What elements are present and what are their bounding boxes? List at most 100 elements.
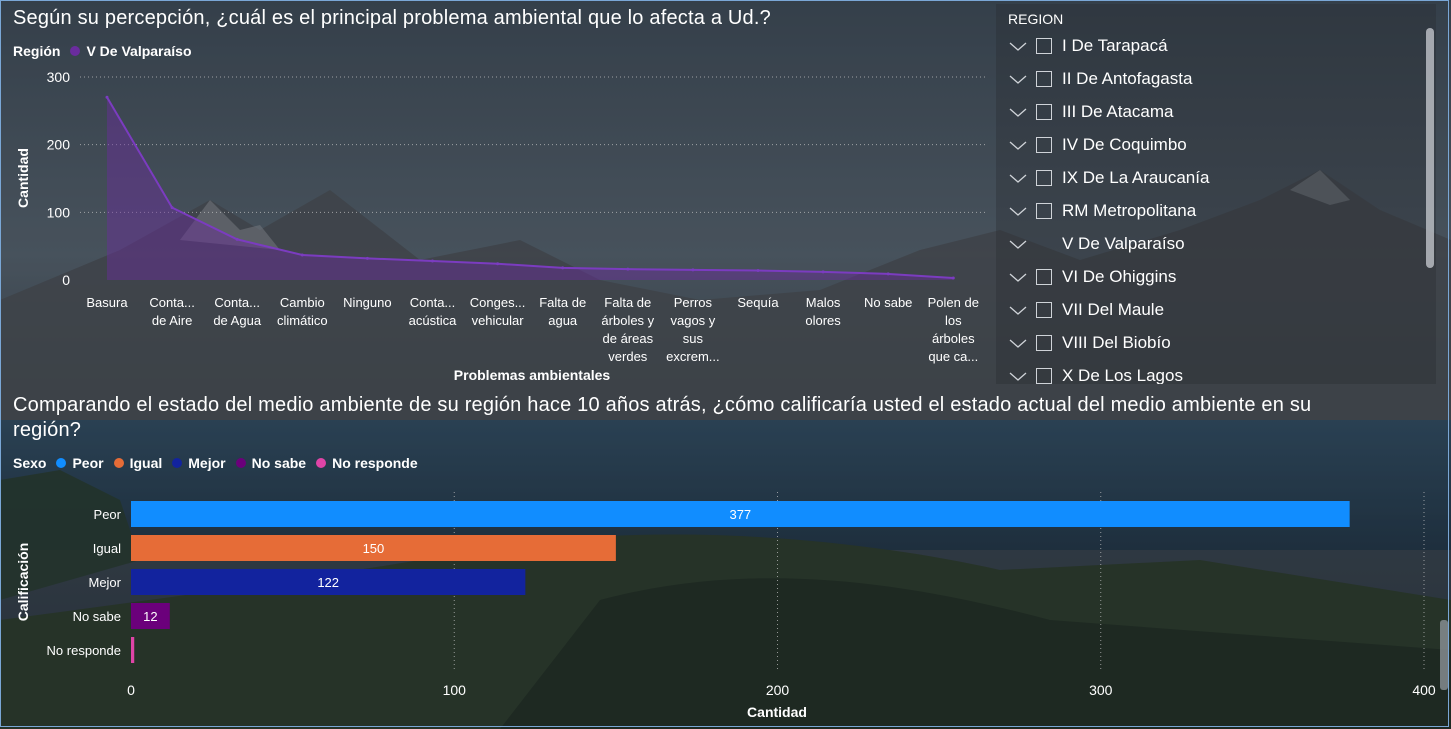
bar-chart-title-line2: región? <box>13 419 82 441</box>
slicer-item[interactable]: X De Los Lagos <box>1008 362 1183 384</box>
slicer-item-label: VII Del Maule <box>1062 300 1165 319</box>
chevron-down-icon[interactable] <box>1008 105 1028 119</box>
x-tick-label: Falta de árboles y de áreas verdes <box>601 295 654 364</box>
legend-title: Región <box>13 43 61 59</box>
checkbox[interactable] <box>1036 137 1052 153</box>
checkbox[interactable] <box>1036 236 1052 252</box>
slicer-item-label: VIII Del Biobío <box>1062 333 1171 352</box>
legend-title: Sexo <box>13 455 47 471</box>
slicer-item[interactable]: VIII Del Biobío <box>1008 329 1171 357</box>
data-point <box>691 268 695 272</box>
legend-dot-icon <box>70 46 81 56</box>
area-chart[interactable]: 0 100 200 300 Basura Conta... de Aire Conta... d… <box>0 0 995 390</box>
checkbox[interactable] <box>1036 38 1052 54</box>
slicer-item-label: I De Tarapacá <box>1062 36 1168 55</box>
data-point <box>886 272 890 276</box>
legend-item-no-responde[interactable]: No responde <box>332 455 418 471</box>
slicer-item-label: IX De La Araucanía <box>1062 168 1210 187</box>
region-slicer: REGION I De Tarapacá II De Antofagasta III… <box>996 4 1436 384</box>
chevron-down-icon[interactable] <box>1008 336 1028 350</box>
page-scrollbar[interactable] <box>1440 620 1448 690</box>
x-tick-label: Malos olores <box>805 295 841 328</box>
x-tick-label: Perros vagos y sus excrem... <box>666 295 719 364</box>
x-tick-label: Ninguno <box>343 295 391 310</box>
legend-item-peor[interactable]: Peor <box>72 455 104 471</box>
checkbox[interactable] <box>1036 203 1052 219</box>
data-point <box>951 276 955 280</box>
slicer-item-label: X De Los Lagos <box>1062 366 1183 384</box>
bar-chart-legend: Sexo Peor Igual Mejor No sabe No respond… <box>13 455 418 471</box>
slicer-item[interactable]: III De Atacama <box>1008 98 1174 126</box>
x-tick-label: Conta... de Agua <box>213 295 261 328</box>
y-tick-label: 100 <box>47 204 71 220</box>
checkbox[interactable] <box>1036 302 1052 318</box>
slicer-item[interactable]: VII Del Maule <box>1008 296 1164 324</box>
slicer-item[interactable]: VI De Ohiggins <box>1008 263 1176 291</box>
data-point <box>431 259 434 263</box>
x-tick-label: Conta... de Aire <box>149 295 195 328</box>
slicer-item-label: V De Valparaíso <box>1062 234 1185 253</box>
x-tick-label: Basura <box>86 295 128 310</box>
data-point <box>496 262 500 266</box>
legend-item-igual[interactable]: Igual <box>129 455 163 471</box>
data-point <box>626 267 630 271</box>
legend-dot-peor-icon <box>56 458 67 468</box>
x-tick-label: Cambio climático <box>277 295 328 328</box>
checkbox[interactable] <box>1036 104 1052 120</box>
slicer-item[interactable]: IX De La Araucanía <box>1008 164 1209 192</box>
chevron-down-icon[interactable] <box>1008 72 1028 86</box>
slicer-scrollbar[interactable] <box>1426 28 1434 268</box>
legend-dot-no-sabe-icon <box>235 458 246 468</box>
legend-dot-igual-icon <box>113 458 124 468</box>
chevron-down-icon[interactable] <box>1008 369 1028 383</box>
checkbox[interactable] <box>1036 335 1052 351</box>
slicer-item[interactable]: V De Valparaíso <box>1008 230 1185 258</box>
legend-item-label[interactable]: V De Valparaíso <box>86 43 192 59</box>
data-point <box>300 253 304 257</box>
chevron-down-icon[interactable] <box>1008 237 1028 251</box>
legend-dot-mejor-icon <box>172 458 183 468</box>
checkbox[interactable] <box>1036 71 1052 87</box>
slicer-item[interactable]: II De Antofagasta <box>1008 65 1192 93</box>
data-point <box>105 95 109 99</box>
slicer-item-label: VI De Ohiggins <box>1062 267 1177 286</box>
chevron-down-icon[interactable] <box>1008 270 1028 284</box>
y-tick-label: 0 <box>62 272 70 288</box>
checkbox[interactable] <box>1036 368 1052 384</box>
series-line-v-de-valparaiso <box>106 96 954 279</box>
checkbox[interactable] <box>1036 170 1052 186</box>
x-tick-label: Conges... vehicular <box>470 295 526 328</box>
chevron-down-icon[interactable] <box>1008 138 1028 152</box>
data-point <box>235 237 239 241</box>
chevron-down-icon[interactable] <box>1008 303 1028 317</box>
bar-chart-title-line1: Comparando el estado del medio ambiente … <box>13 394 1312 416</box>
data-point <box>756 269 760 273</box>
checkbox[interactable] <box>1036 269 1052 285</box>
x-tick-label: Conta... acústica <box>409 295 457 328</box>
x-tick-label: Polen de los árboles que ca... <box>928 295 979 364</box>
slicer-item-label: III De Atacama <box>1062 102 1174 121</box>
y-tick-label: 300 <box>47 69 71 85</box>
y-tick-label: 200 <box>47 137 71 153</box>
chevron-down-icon[interactable] <box>1008 39 1028 53</box>
slicer-item-label: IV De Coquimbo <box>1062 135 1187 154</box>
slicer-item-label: II De Antofagasta <box>1062 69 1193 88</box>
legend-dot-no-responde-icon <box>316 458 327 468</box>
slicer-title: REGION <box>1008 11 1064 27</box>
x-tick-label: Sequía <box>737 295 779 310</box>
x-tick-label: Falta de agua <box>539 295 586 328</box>
x-axis-title: Problemas ambientales <box>454 367 611 383</box>
chevron-down-icon[interactable] <box>1008 204 1028 218</box>
slicer-item[interactable]: IV De Coquimbo <box>1008 131 1187 159</box>
series-area-v-de-valparaiso <box>107 97 954 280</box>
chevron-down-icon[interactable] <box>1008 171 1028 185</box>
y-axis-title: Cantidad <box>15 148 31 208</box>
legend-item-mejor[interactable]: Mejor <box>188 455 226 471</box>
data-point <box>821 270 825 274</box>
data-point <box>365 256 369 260</box>
legend-item-no-sabe[interactable]: No sabe <box>251 455 307 471</box>
slicer-item[interactable]: RM Metropolitana <box>1008 197 1196 225</box>
data-point <box>170 206 174 210</box>
slicer-item[interactable]: I De Tarapacá <box>1008 32 1168 60</box>
area-chart-title: Según su percepción, ¿cuál es el princip… <box>13 7 771 29</box>
